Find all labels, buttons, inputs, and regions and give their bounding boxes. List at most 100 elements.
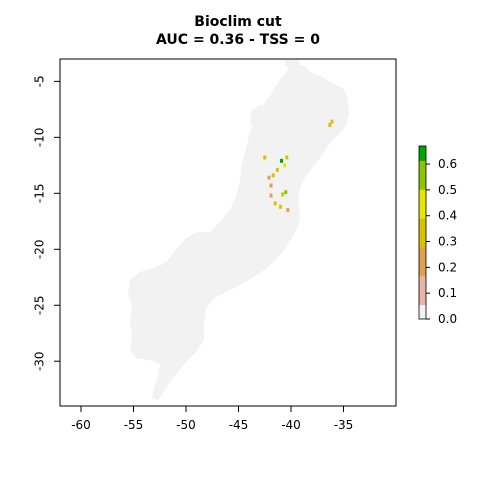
hotspot-cell <box>285 155 289 160</box>
legend-color-step <box>419 197 426 202</box>
legend-color-step <box>419 151 426 156</box>
legend-color-step <box>419 264 426 268</box>
legend-color-step <box>419 269 426 274</box>
legend-color-step <box>419 163 426 167</box>
x-tick-label: -60 <box>71 418 91 432</box>
legend-color-step <box>419 244 426 248</box>
legend-color-step <box>419 174 426 179</box>
legend-color-step <box>419 307 426 311</box>
x-tick-label: -50 <box>176 418 196 432</box>
hotspot-cell <box>328 123 332 128</box>
x-tick-label: -40 <box>281 418 301 432</box>
legend-color-step <box>419 304 426 308</box>
legend-color-step <box>419 295 426 300</box>
legend-color-step <box>419 154 426 159</box>
legend-tick-label: 0.1 <box>438 286 457 300</box>
y-tick-label: -5 <box>33 75 47 87</box>
legend-color-step <box>419 206 426 210</box>
legend-color-step <box>419 166 426 170</box>
legend-color-step <box>419 272 426 277</box>
legend-color-step <box>419 203 426 208</box>
legend-color-step <box>419 252 426 257</box>
y-tick-label: -30 <box>33 351 47 371</box>
legend-color-step <box>419 287 426 291</box>
y-tick-label: -10 <box>33 128 47 148</box>
legend-color-step <box>419 293 426 297</box>
legend-color-step <box>419 249 426 254</box>
legend-color-step <box>419 215 426 219</box>
x-tick-label: -55 <box>124 418 144 432</box>
legend-tick-label: 0.0 <box>438 312 457 326</box>
hotspot-cell <box>280 158 284 163</box>
hotspot-cell <box>271 173 275 178</box>
legend-tick-label: 0.3 <box>438 235 457 249</box>
x-axis: -60 -55 -50 -45 -40 -35 <box>71 405 354 432</box>
hotspot-cell <box>275 167 279 172</box>
title-line-2: AUC = 0.36 - TSS = 0 <box>156 32 320 48</box>
landmass <box>128 60 349 400</box>
hotspot-cell <box>284 190 288 195</box>
legend-color-step <box>419 223 426 228</box>
landmass-northwest-fragment <box>250 104 266 130</box>
legend-color-step <box>419 316 426 320</box>
legend-color-step <box>419 195 426 199</box>
hotspot-cell <box>269 193 273 198</box>
legend-color-step <box>419 284 426 288</box>
legend-color-step <box>419 229 426 233</box>
legend-color-step <box>419 246 426 251</box>
legend-tick-label: 0.2 <box>438 260 457 274</box>
legend-color-step <box>419 290 426 294</box>
legend-color-step <box>419 183 426 187</box>
x-tick-label: -45 <box>229 418 249 432</box>
hotspot-cell <box>263 155 267 160</box>
legend-color-step <box>419 177 426 182</box>
legend-color-step <box>419 310 426 314</box>
legend-color-step <box>419 226 426 231</box>
y-tick-label: -15 <box>33 184 47 204</box>
legend-color-step <box>419 218 426 222</box>
hotspot-cell <box>267 175 271 180</box>
legend-tick-label: 0.4 <box>438 209 457 223</box>
legend-color-step <box>419 192 426 196</box>
legend-color-step <box>419 189 426 193</box>
color-legend: 0.0 0.1 0.2 0.3 0.4 0.5 0.6 <box>418 145 457 326</box>
legend-color-step <box>419 180 426 184</box>
legend-color-step <box>419 212 426 216</box>
hotspot-cell <box>281 192 285 197</box>
legend-color-step <box>419 275 426 280</box>
landmass-main <box>128 64 349 400</box>
legend-color-step <box>419 146 426 150</box>
title-line-1: Bioclim cut <box>194 14 282 30</box>
hotspot-cell <box>283 163 287 168</box>
legend-color-step <box>419 148 426 153</box>
y-tick-label: -25 <box>33 295 47 315</box>
legend-tick-label: 0.5 <box>438 183 457 197</box>
legend-color-step <box>419 301 426 306</box>
legend-color-step <box>419 261 426 265</box>
legend-color-step <box>419 186 426 190</box>
legend-color-step <box>419 255 426 259</box>
x-tick-label: -35 <box>334 418 354 432</box>
landmass-north-fragment <box>284 60 302 72</box>
hotspot-cell <box>286 208 290 213</box>
legend-color-step <box>419 171 426 176</box>
legend-color-step <box>419 220 426 225</box>
legend-color-step <box>419 241 426 245</box>
hotspot-cell <box>273 201 277 206</box>
hotspot-cell <box>269 183 273 188</box>
hotspot-cell <box>330 119 334 124</box>
legend-color-step <box>419 157 426 161</box>
legend-color-step <box>419 313 426 317</box>
legend-color-step <box>419 235 426 239</box>
legend-color-step <box>419 267 426 271</box>
suitability-hotspots <box>263 119 334 213</box>
legend-color-step <box>419 160 426 164</box>
legend-color-step <box>419 258 426 262</box>
hotspot-cell <box>279 204 282 209</box>
legend-color-step <box>419 169 426 173</box>
legend-color-step <box>419 232 426 236</box>
legend-color-step <box>419 298 426 303</box>
legend-color-step <box>419 200 426 205</box>
